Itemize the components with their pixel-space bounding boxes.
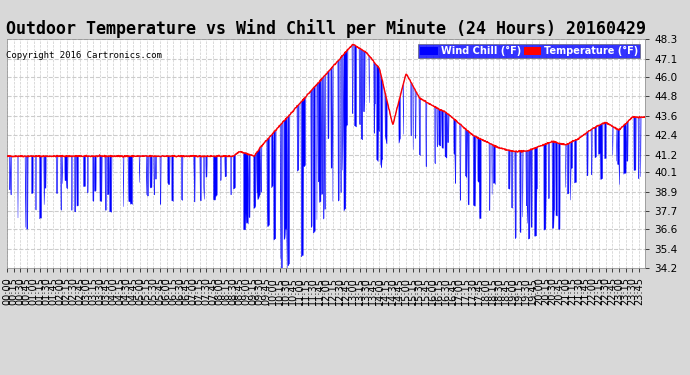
Text: Copyright 2016 Cartronics.com: Copyright 2016 Cartronics.com xyxy=(6,51,161,60)
Title: Outdoor Temperature vs Wind Chill per Minute (24 Hours) 20160429: Outdoor Temperature vs Wind Chill per Mi… xyxy=(6,19,646,38)
Legend: Wind Chill (°F), Temperature (°F): Wind Chill (°F), Temperature (°F) xyxy=(418,44,640,58)
